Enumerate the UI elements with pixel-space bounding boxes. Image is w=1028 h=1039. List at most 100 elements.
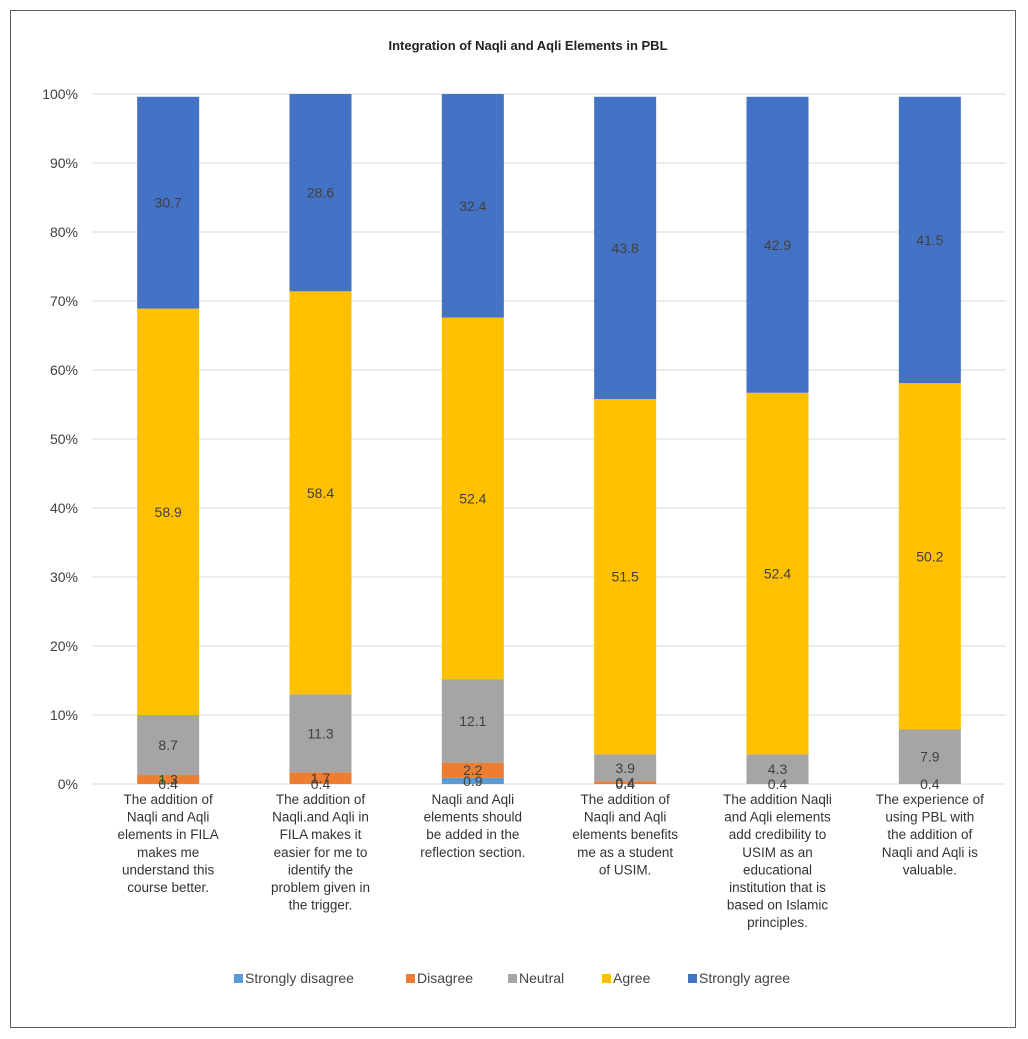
category-label-line: The addition of bbox=[124, 792, 214, 807]
bar-segment-agree bbox=[137, 308, 200, 715]
data-label: 0.4 bbox=[615, 776, 635, 792]
category-label-line: elements in FILA bbox=[118, 827, 219, 842]
bar-segment-strongly-agree bbox=[137, 96, 200, 309]
category-label-line: Naqli and Aqli bbox=[432, 792, 515, 807]
bars bbox=[137, 94, 961, 784]
legend-swatch bbox=[234, 974, 243, 983]
category-labels: The addition of Naqli and Aqli elements in… bbox=[118, 792, 985, 930]
bar-segment-agree bbox=[441, 317, 504, 680]
legend-swatch bbox=[688, 974, 697, 983]
category-label-line: Naqli.and Aqli in bbox=[272, 810, 369, 825]
category-label-line: USIM as an bbox=[742, 845, 813, 860]
data-label: 1.3 bbox=[158, 772, 178, 788]
data-label: 30.7 bbox=[155, 195, 182, 211]
data-label: 52.4 bbox=[764, 566, 791, 582]
bar-segment-agree bbox=[594, 398, 657, 755]
legend-item: Strongly agree bbox=[688, 970, 790, 986]
category-label-line: Naqli and Aqli is bbox=[882, 845, 978, 860]
category-label-line: elements benefits bbox=[572, 827, 678, 842]
y-tick-label: 90% bbox=[50, 155, 78, 171]
y-tick-label: 50% bbox=[50, 431, 78, 447]
data-label: 43.8 bbox=[612, 240, 639, 256]
data-label: 0.4 bbox=[615, 775, 635, 791]
category-label-line: reflection section. bbox=[420, 845, 525, 860]
data-label: 28.6 bbox=[307, 185, 334, 201]
y-tick-label: 20% bbox=[50, 638, 78, 654]
category-label-line: the trigger. bbox=[289, 898, 353, 913]
data-label: 41.5 bbox=[916, 232, 943, 248]
data-label: 51.5 bbox=[612, 569, 639, 585]
category-label-line: the addition of bbox=[887, 827, 972, 842]
data-label: 32.4 bbox=[459, 198, 486, 214]
bar-segment-neutral bbox=[746, 754, 809, 784]
legend-item: Disagree bbox=[406, 970, 473, 986]
category-label-line: The addition Naqli bbox=[723, 792, 832, 807]
bar-segment-neutral bbox=[898, 729, 961, 784]
category-label-line: problem given in bbox=[271, 880, 370, 895]
legend-swatch bbox=[602, 974, 611, 983]
data-label: 1.7 bbox=[311, 770, 331, 786]
category-label: The addition Naqli and Aqli elements add c… bbox=[723, 792, 832, 930]
category-label: The addition of Naqli.and Aqli in FILA mak… bbox=[271, 792, 370, 913]
bar-segment-agree bbox=[898, 383, 961, 730]
y-tick-label: 60% bbox=[50, 362, 78, 378]
category-label-line: valuable. bbox=[903, 862, 957, 877]
category-label-line: The experience of bbox=[876, 792, 984, 807]
y-tick-label: 70% bbox=[50, 293, 78, 309]
data-label: 50.2 bbox=[916, 548, 943, 564]
y-axis-ticks: 0% 10% 20% 30% 40% 50% 60% 70% 80% 90% 100% bbox=[42, 86, 78, 792]
data-labels: 1.38.758.930.70.4 1.711.358.428.60.4 0.92.… bbox=[155, 185, 944, 792]
category-label-line: and Aqli elements bbox=[724, 810, 831, 825]
data-label: 8.7 bbox=[158, 737, 178, 753]
data-label: 58.9 bbox=[155, 504, 182, 520]
bar-segment-agree bbox=[746, 392, 809, 755]
category-label-line: easier for me to bbox=[274, 845, 368, 860]
bar-segment-strongly-agree bbox=[898, 96, 961, 384]
category-label-line: Naqli and Aqli bbox=[584, 810, 667, 825]
category-label-line: based on Islamic bbox=[727, 898, 829, 913]
bar-segment-disagree bbox=[594, 781, 657, 784]
category-label: The experience of using PBL with the addit… bbox=[876, 792, 984, 877]
data-label: 0.4 bbox=[920, 776, 940, 792]
category-label-line: The addition of bbox=[276, 792, 366, 807]
data-label: 0.4 bbox=[158, 776, 178, 792]
category-label-line: identify the bbox=[288, 862, 353, 877]
data-label: 12.1 bbox=[459, 713, 486, 729]
category-label-line: course better. bbox=[127, 880, 209, 895]
category-label-line: of USIM. bbox=[599, 862, 652, 877]
data-label: 0.9 bbox=[463, 773, 483, 789]
bar-segment-disagree bbox=[289, 772, 352, 784]
y-tick-label: 40% bbox=[50, 500, 78, 516]
data-label: 11.3 bbox=[307, 725, 333, 741]
legend-label: Strongly disagree bbox=[245, 970, 354, 986]
bar-segment-neutral bbox=[594, 754, 657, 782]
y-tick-label: 100% bbox=[42, 86, 78, 102]
bar-segment-disagree bbox=[441, 762, 504, 778]
bar-segment-strongly-agree bbox=[441, 94, 504, 318]
category-label-line: using PBL with bbox=[885, 810, 974, 825]
bar-segment-neutral bbox=[137, 715, 200, 776]
category-label-line: add credibility to bbox=[729, 827, 827, 842]
category-label-line: makes me bbox=[137, 845, 199, 860]
data-label: 42.9 bbox=[764, 237, 791, 253]
y-tick-label: 0% bbox=[58, 776, 78, 792]
data-label: 3.9 bbox=[615, 760, 635, 776]
legend-swatch bbox=[406, 974, 415, 983]
category-label: The addition of Naqli and Aqli elements be… bbox=[572, 792, 678, 877]
bar-segment-disagree bbox=[137, 775, 200, 784]
category-label-line: elements should bbox=[424, 810, 522, 825]
bar-segment-strongly-agree bbox=[746, 96, 809, 393]
category-label-line: principles. bbox=[747, 915, 808, 930]
legend-swatch bbox=[508, 974, 517, 983]
category-label-line: be added in the bbox=[426, 827, 519, 842]
data-label: 2.2 bbox=[463, 762, 483, 778]
legend-label: Strongly agree bbox=[699, 970, 790, 986]
data-label: 7.9 bbox=[920, 749, 940, 765]
data-label: 52.4 bbox=[459, 490, 486, 506]
legend-label: Neutral bbox=[519, 970, 564, 986]
legend: Strongly disagree Disagree Neutral Agree Str… bbox=[234, 970, 790, 986]
legend-label: Disagree bbox=[417, 970, 473, 986]
legend-label: Agree bbox=[613, 970, 651, 986]
data-label: 0.4 bbox=[311, 776, 331, 792]
